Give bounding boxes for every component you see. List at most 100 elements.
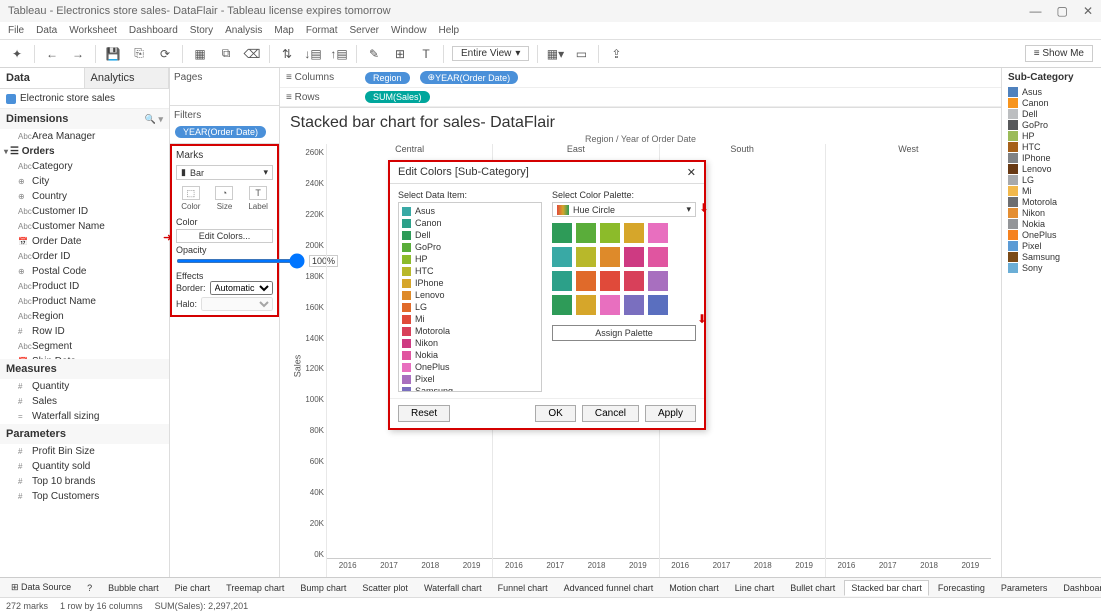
swatch[interactable] bbox=[648, 295, 668, 315]
swatch[interactable] bbox=[576, 223, 596, 243]
ok-button[interactable]: OK bbox=[535, 405, 575, 422]
swatch[interactable] bbox=[624, 271, 644, 291]
legend-item[interactable]: Asus bbox=[1008, 87, 1095, 97]
sheet-tab[interactable]: ⊞ Data Source bbox=[4, 579, 78, 596]
presentation-icon[interactable]: ▭ bbox=[572, 45, 590, 63]
swatch[interactable] bbox=[552, 223, 572, 243]
sheet-tab[interactable]: Dashboard bbox=[1056, 580, 1101, 596]
apply-button[interactable]: Apply bbox=[645, 405, 696, 422]
data-item[interactable]: Mi bbox=[401, 313, 539, 325]
sheet-tab[interactable]: Line chart bbox=[728, 580, 782, 596]
data-item[interactable]: Samsung bbox=[401, 385, 539, 392]
data-item[interactable]: Nokia bbox=[401, 349, 539, 361]
sheet-tab[interactable]: Forecasting bbox=[931, 580, 992, 596]
swatch[interactable] bbox=[552, 271, 572, 291]
swatch[interactable] bbox=[552, 295, 572, 315]
sheet-tab[interactable]: Pie chart bbox=[168, 580, 218, 596]
legend-item[interactable]: Lenovo bbox=[1008, 164, 1095, 174]
swatch[interactable] bbox=[648, 223, 668, 243]
swatch[interactable] bbox=[576, 295, 596, 315]
share-icon[interactable]: ⇪ bbox=[607, 45, 625, 63]
close-icon[interactable]: ✕ bbox=[1083, 4, 1093, 18]
swatch[interactable] bbox=[576, 271, 596, 291]
palette-dropdown[interactable]: Hue Circle▾ ⬇ bbox=[552, 202, 696, 217]
legend-item[interactable]: LG bbox=[1008, 175, 1095, 185]
edit-colors-button[interactable]: ➜ Edit Colors... bbox=[176, 229, 273, 243]
legend-item[interactable]: IPhone bbox=[1008, 153, 1095, 163]
field-orders[interactable]: ▾☰ Orders bbox=[0, 144, 169, 159]
data-item[interactable]: Canon bbox=[401, 217, 539, 229]
label-shelf[interactable]: TLabel bbox=[244, 186, 272, 211]
menu-data[interactable]: Data bbox=[36, 25, 57, 36]
field-sales[interactable]: #Sales bbox=[0, 394, 169, 409]
new-data-icon[interactable]: ⎘ bbox=[130, 45, 148, 63]
legend-item[interactable]: Motorola bbox=[1008, 197, 1095, 207]
menu-window[interactable]: Window bbox=[391, 25, 427, 36]
sheet-tab[interactable]: Treemap chart bbox=[219, 580, 291, 596]
reset-button[interactable]: Reset bbox=[398, 405, 450, 422]
field-segment[interactable]: AbcSegment bbox=[0, 339, 169, 354]
save-icon[interactable]: 💾 bbox=[104, 45, 122, 63]
data-item[interactable]: LG bbox=[401, 301, 539, 313]
tableau-logo-icon[interactable]: ✦ bbox=[8, 45, 26, 63]
rows-pill[interactable]: SUM(Sales) bbox=[365, 91, 430, 103]
filter-pill[interactable]: YEAR(Order Date) bbox=[175, 126, 266, 138]
refresh-icon[interactable]: ⟳ bbox=[156, 45, 174, 63]
highlight-icon[interactable]: ✎ bbox=[365, 45, 383, 63]
field-customer-name[interactable]: AbcCustomer Name bbox=[0, 219, 169, 234]
cancel-button[interactable]: Cancel bbox=[582, 405, 639, 422]
chart-title[interactable]: Stacked bar chart for sales- DataFlair bbox=[290, 114, 991, 132]
legend-item[interactable]: HP bbox=[1008, 131, 1095, 141]
data-item[interactable]: GoPro bbox=[401, 241, 539, 253]
halo-select[interactable] bbox=[201, 297, 273, 311]
data-item[interactable]: IPhone bbox=[401, 277, 539, 289]
sheet-tab[interactable]: Funnel chart bbox=[491, 580, 555, 596]
field-order-date[interactable]: 📅Order Date bbox=[0, 234, 169, 249]
data-item[interactable]: OnePlus bbox=[401, 361, 539, 373]
show-me-button[interactable]: ≡ Show Me bbox=[1025, 45, 1093, 62]
duplicate-icon[interactable]: ⧉ bbox=[217, 45, 235, 63]
field-waterfall-sizing[interactable]: =Waterfall sizing bbox=[0, 409, 169, 424]
data-item[interactable]: Dell bbox=[401, 229, 539, 241]
swatch[interactable] bbox=[624, 295, 644, 315]
data-item-list[interactable]: AsusCanonDellGoProHPHTCIPhoneLenovoLGMiM… bbox=[398, 202, 542, 392]
back-icon[interactable]: ← bbox=[43, 45, 61, 63]
legend-item[interactable]: Samsung bbox=[1008, 252, 1095, 262]
legend-item[interactable]: Canon bbox=[1008, 98, 1095, 108]
sheet-tab[interactable]: Advanced funnel chart bbox=[557, 580, 661, 596]
close-icon[interactable]: ✕ bbox=[687, 166, 696, 179]
field-product-id[interactable]: AbcProduct ID bbox=[0, 279, 169, 294]
text-icon[interactable]: T bbox=[417, 45, 435, 63]
clear-icon[interactable]: ⌫ bbox=[243, 45, 261, 63]
legend-item[interactable]: GoPro bbox=[1008, 120, 1095, 130]
field-region[interactable]: AbcRegion bbox=[0, 309, 169, 324]
menu-analysis[interactable]: Analysis bbox=[225, 25, 262, 36]
tab-data[interactable]: Data bbox=[0, 68, 85, 88]
sheet-tab[interactable]: Scatter plot bbox=[355, 580, 415, 596]
swatch[interactable] bbox=[648, 271, 668, 291]
data-item[interactable]: HP bbox=[401, 253, 539, 265]
field-quantity[interactable]: #Quantity bbox=[0, 379, 169, 394]
legend-item[interactable]: OnePlus bbox=[1008, 230, 1095, 240]
sheet-tab[interactable]: Motion chart bbox=[662, 580, 726, 596]
field-top-customers[interactable]: #Top Customers bbox=[0, 489, 169, 504]
minimize-icon[interactable]: — bbox=[1029, 4, 1041, 18]
swap-icon[interactable]: ⇅ bbox=[278, 45, 296, 63]
sort-desc-icon[interactable]: ↑▤ bbox=[330, 45, 348, 63]
legend-item[interactable]: Nokia bbox=[1008, 219, 1095, 229]
menu-help[interactable]: Help bbox=[439, 25, 460, 36]
sheet-tab[interactable]: Waterfall chart bbox=[417, 580, 489, 596]
sheet-tab[interactable]: Parameters bbox=[994, 580, 1055, 596]
sheet-tab[interactable]: ? bbox=[80, 580, 99, 596]
palette-swatches[interactable] bbox=[552, 223, 696, 315]
sort-asc-icon[interactable]: ↓▤ bbox=[304, 45, 322, 63]
legend-item[interactable]: HTC bbox=[1008, 142, 1095, 152]
field-customer-id[interactable]: AbcCustomer ID bbox=[0, 204, 169, 219]
swatch[interactable] bbox=[600, 271, 620, 291]
color-shelf[interactable]: ⬚Color bbox=[177, 186, 205, 211]
datasource-row[interactable]: Electronic store sales bbox=[0, 89, 169, 109]
field-city[interactable]: ⊕City bbox=[0, 174, 169, 189]
menu-story[interactable]: Story bbox=[190, 25, 213, 36]
swatch[interactable] bbox=[624, 223, 644, 243]
field-postal-code[interactable]: ⊕Postal Code bbox=[0, 264, 169, 279]
